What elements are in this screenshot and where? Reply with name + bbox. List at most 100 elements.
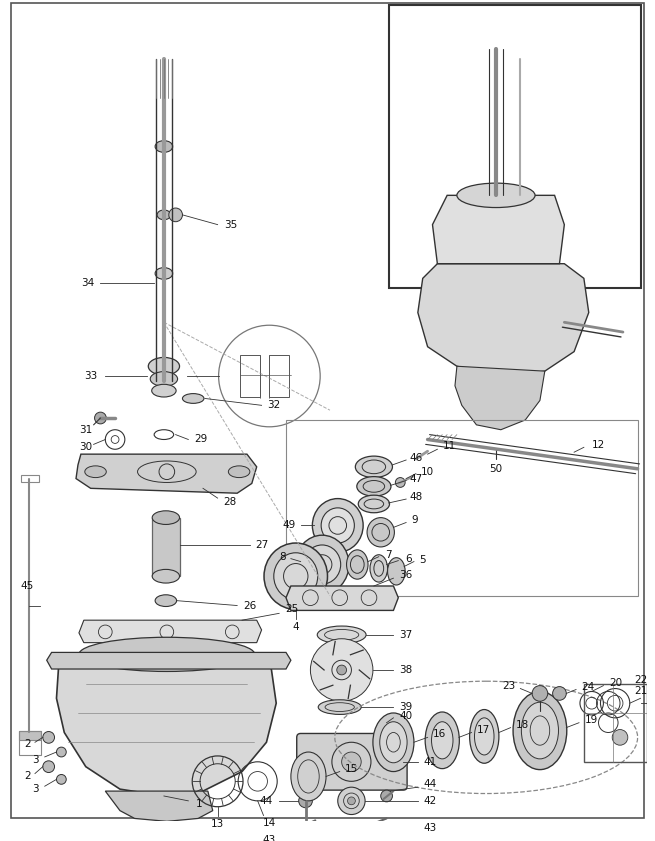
Polygon shape bbox=[432, 195, 565, 264]
Text: 50: 50 bbox=[489, 463, 502, 473]
Text: 47: 47 bbox=[409, 473, 422, 484]
Text: 5: 5 bbox=[419, 554, 426, 564]
Ellipse shape bbox=[148, 357, 179, 375]
Text: 35: 35 bbox=[224, 220, 237, 230]
Text: 37: 37 bbox=[400, 630, 413, 640]
Text: 39: 39 bbox=[400, 702, 413, 712]
Ellipse shape bbox=[264, 543, 328, 610]
Ellipse shape bbox=[79, 637, 255, 671]
Ellipse shape bbox=[183, 394, 204, 404]
Circle shape bbox=[381, 790, 392, 801]
Circle shape bbox=[338, 787, 365, 815]
Circle shape bbox=[299, 794, 312, 807]
Text: 7: 7 bbox=[385, 550, 392, 560]
Polygon shape bbox=[105, 791, 213, 822]
Ellipse shape bbox=[346, 550, 368, 579]
Text: 48: 48 bbox=[409, 492, 422, 502]
Text: 30: 30 bbox=[79, 442, 92, 452]
Text: 16: 16 bbox=[433, 729, 446, 739]
Circle shape bbox=[310, 638, 373, 701]
Text: 2: 2 bbox=[24, 771, 31, 781]
Circle shape bbox=[43, 732, 54, 743]
Ellipse shape bbox=[355, 456, 392, 478]
Circle shape bbox=[56, 775, 66, 785]
Text: 12: 12 bbox=[592, 441, 605, 451]
Ellipse shape bbox=[274, 553, 318, 600]
Text: 10: 10 bbox=[421, 467, 434, 477]
Text: 14: 14 bbox=[263, 818, 276, 828]
Text: 44: 44 bbox=[260, 796, 273, 806]
Text: 2: 2 bbox=[24, 739, 31, 749]
Ellipse shape bbox=[370, 555, 388, 582]
Text: 34: 34 bbox=[81, 278, 94, 288]
Ellipse shape bbox=[303, 545, 341, 584]
Ellipse shape bbox=[152, 569, 179, 583]
Bar bbox=[240, 355, 259, 396]
Polygon shape bbox=[47, 653, 291, 669]
Polygon shape bbox=[56, 654, 276, 796]
Ellipse shape bbox=[150, 372, 178, 386]
Text: 15: 15 bbox=[345, 764, 358, 774]
Text: 32: 32 bbox=[268, 400, 281, 410]
Text: 33: 33 bbox=[84, 371, 98, 381]
Ellipse shape bbox=[295, 535, 349, 594]
Ellipse shape bbox=[380, 722, 407, 763]
Ellipse shape bbox=[157, 210, 171, 220]
Ellipse shape bbox=[474, 718, 494, 755]
Text: 38: 38 bbox=[400, 665, 413, 675]
Text: 18: 18 bbox=[515, 720, 529, 730]
Circle shape bbox=[381, 722, 392, 734]
Ellipse shape bbox=[367, 517, 394, 547]
Text: 31: 31 bbox=[79, 425, 92, 435]
Polygon shape bbox=[79, 620, 261, 643]
Text: 4: 4 bbox=[292, 622, 299, 632]
Ellipse shape bbox=[521, 702, 559, 759]
Text: 42: 42 bbox=[424, 796, 437, 806]
Text: 6: 6 bbox=[405, 553, 411, 563]
Text: 40: 40 bbox=[400, 711, 413, 721]
Ellipse shape bbox=[318, 700, 361, 714]
Text: 27: 27 bbox=[255, 540, 268, 550]
Ellipse shape bbox=[470, 710, 499, 764]
Bar bbox=[269, 355, 289, 396]
Text: 3: 3 bbox=[33, 784, 39, 794]
Ellipse shape bbox=[155, 595, 177, 606]
Ellipse shape bbox=[513, 691, 567, 770]
Bar bbox=[22, 474, 39, 483]
Ellipse shape bbox=[155, 140, 173, 152]
Ellipse shape bbox=[229, 466, 250, 478]
Text: 13: 13 bbox=[211, 819, 224, 829]
Ellipse shape bbox=[358, 495, 390, 513]
Circle shape bbox=[532, 685, 548, 701]
Circle shape bbox=[169, 208, 183, 222]
Circle shape bbox=[43, 761, 54, 773]
Text: 3: 3 bbox=[33, 755, 39, 764]
Ellipse shape bbox=[373, 713, 414, 771]
Text: 25: 25 bbox=[285, 605, 299, 615]
Circle shape bbox=[94, 412, 106, 424]
Ellipse shape bbox=[317, 626, 366, 643]
Ellipse shape bbox=[425, 712, 459, 769]
Ellipse shape bbox=[432, 722, 453, 759]
Text: 45: 45 bbox=[20, 581, 34, 591]
Text: 43: 43 bbox=[424, 823, 437, 833]
Ellipse shape bbox=[457, 183, 535, 208]
Circle shape bbox=[337, 665, 346, 674]
Ellipse shape bbox=[312, 499, 363, 553]
Polygon shape bbox=[286, 586, 398, 611]
Text: 26: 26 bbox=[243, 600, 257, 611]
Circle shape bbox=[342, 752, 361, 771]
Polygon shape bbox=[418, 264, 589, 376]
Text: 23: 23 bbox=[502, 680, 515, 690]
Text: 41: 41 bbox=[424, 757, 437, 767]
Text: 46: 46 bbox=[409, 453, 422, 463]
Ellipse shape bbox=[388, 558, 405, 585]
Text: 1: 1 bbox=[196, 799, 202, 809]
FancyBboxPatch shape bbox=[297, 733, 407, 790]
Text: 11: 11 bbox=[443, 442, 456, 452]
Text: 19: 19 bbox=[585, 715, 598, 725]
Bar bbox=[20, 731, 41, 755]
Text: 43: 43 bbox=[263, 835, 276, 841]
Text: 49: 49 bbox=[282, 521, 295, 531]
Circle shape bbox=[348, 797, 355, 805]
